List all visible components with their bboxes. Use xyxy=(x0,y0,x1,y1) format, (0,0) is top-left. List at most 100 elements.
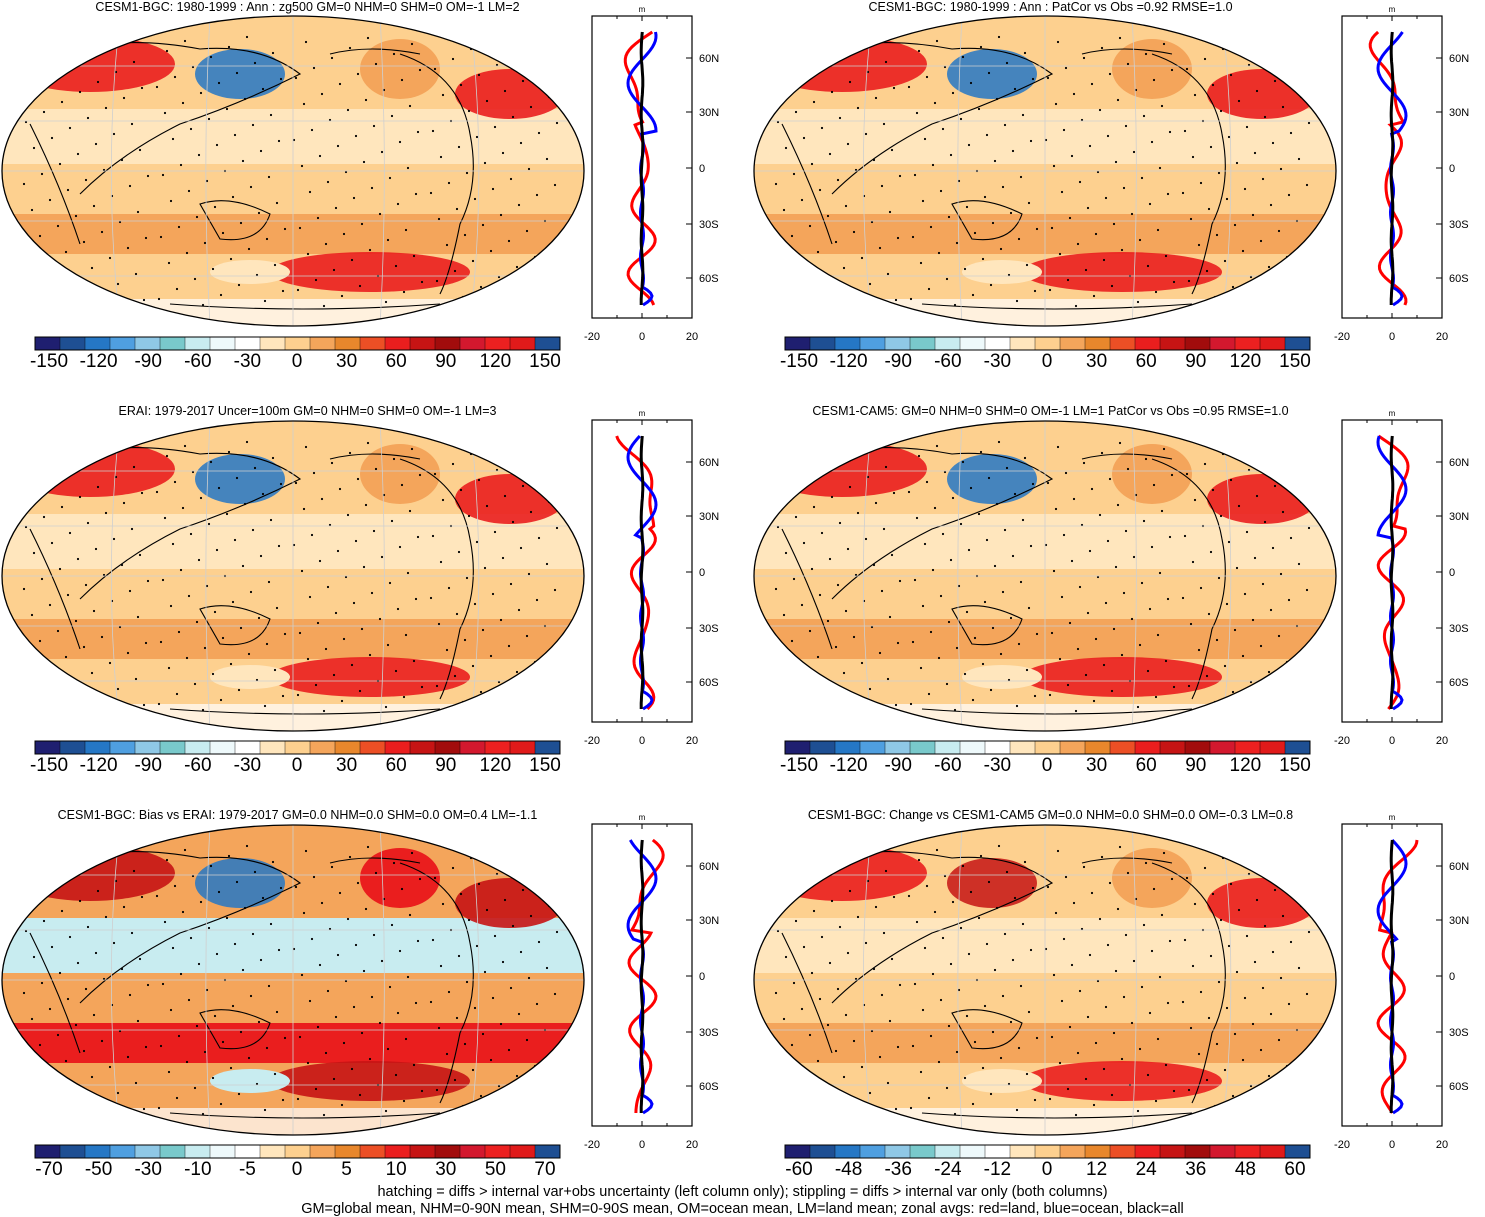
colorbar-tick-label: 60 xyxy=(385,755,407,776)
zonal-x-tick-label: -20 xyxy=(584,1139,600,1151)
panel-1-colorbar xyxy=(34,336,561,351)
colorbar-tick-label: 0 xyxy=(1041,1159,1053,1180)
zonal-lat-label: 60N xyxy=(1449,861,1469,873)
zonal-unit-label: m xyxy=(639,5,646,14)
zonal-lat-label: 30N xyxy=(1449,511,1469,523)
zonal-x-tick-label: -20 xyxy=(1334,331,1350,343)
colorbar-tick-label: 50 xyxy=(484,1159,506,1180)
panel-6-title: CESM1-BGC: Change vs CESM1-CAM5 GM=0.0 N… xyxy=(807,808,1294,822)
zonal-lat-label: 30S xyxy=(1449,623,1469,635)
colorbar-tick-label: -150 xyxy=(779,351,819,372)
colorbar-tick-label: 150 xyxy=(1279,351,1311,372)
colorbar-tick-label: 90 xyxy=(435,755,457,776)
zonal-unit-label: m xyxy=(639,409,646,418)
zonal-x-tick-label: -20 xyxy=(584,735,600,747)
colorbar-tick-label: 120 xyxy=(1229,351,1262,372)
colorbar-tick-label: 120 xyxy=(479,755,512,776)
colorbar-tick-label: -5 xyxy=(238,1159,256,1180)
colorbar-tick-label: -150 xyxy=(29,755,69,776)
colorbar-tick-label: -60 xyxy=(934,351,962,372)
colorbar-tick-label: 60 xyxy=(1135,755,1157,776)
zonal-lat-label: 30N xyxy=(699,107,719,119)
colorbar-tick-label: -30 xyxy=(233,755,262,776)
colorbar-tick-label: 48 xyxy=(1234,1159,1256,1180)
zonal-lat-label: 30N xyxy=(1449,107,1469,119)
panel-6-map xyxy=(753,824,1337,1136)
colorbar-tick-label: -50 xyxy=(84,1159,113,1180)
colorbar-tick-label: -60 xyxy=(934,755,962,776)
colorbar-tick-label: -12 xyxy=(983,1159,1012,1180)
zonal-lat-label: 60N xyxy=(699,861,719,873)
zonal-x-tick-label: 0 xyxy=(1389,331,1395,343)
colorbar-tick-label: -90 xyxy=(134,351,162,372)
colorbar-tick-label: 120 xyxy=(1229,755,1262,776)
colorbar-tick-label: -10 xyxy=(184,1159,212,1180)
zonal-lat-label: 30S xyxy=(699,219,719,231)
zonal-lat-label: 60S xyxy=(1449,273,1469,285)
panel-1-title: CESM1-BGC: 1980-1999 : Ann : zg500 GM=0 … xyxy=(95,0,520,14)
zonal-lat-label: 60N xyxy=(699,457,719,469)
colorbar-tick-label: -90 xyxy=(884,755,912,776)
zonal-x-tick-label: 20 xyxy=(1436,331,1448,343)
zonal-x-tick-label: -20 xyxy=(1334,1139,1350,1151)
colorbar-tick-label: -48 xyxy=(834,1159,863,1180)
zonal-lat-label: 60S xyxy=(699,273,719,285)
colorbar-tick-label: 60 xyxy=(385,351,407,372)
colorbar-tick-label: -90 xyxy=(884,351,912,372)
zonal-lat-label: 30N xyxy=(699,511,719,523)
zonal-x-tick-label: 20 xyxy=(686,735,698,747)
panel-1-zonal-plot: m 60N 30N 0 30S 60S -20 0 20 xyxy=(584,5,719,343)
zonal-lat-label: 0 xyxy=(1449,567,1455,579)
zonal-lat-label: 30S xyxy=(1449,219,1469,231)
panel-5-colorbar xyxy=(34,1144,561,1159)
zonal-lat-label: 60S xyxy=(1449,677,1469,689)
colorbar-tick-label: 70 xyxy=(534,1159,556,1180)
colorbar-tick-label: -60 xyxy=(184,351,212,372)
colorbar-tick-label: -30 xyxy=(233,351,262,372)
colorbar-tick-label: 36 xyxy=(1185,1159,1207,1180)
colorbar-tick-label: -60 xyxy=(785,1159,813,1180)
colorbar-tick-label: 90 xyxy=(1185,755,1207,776)
panel-3-colorbar xyxy=(34,740,561,755)
zonal-x-tick-label: 20 xyxy=(686,1139,698,1151)
zonal-x-tick-label: 20 xyxy=(686,331,698,343)
colorbar-tick-label: -120 xyxy=(829,351,868,372)
panel-5-zonal-plot: m 60N 30N 0 30S 60S -20 0 20 xyxy=(584,813,719,1151)
colorbar-tick-label: 5 xyxy=(341,1159,352,1180)
colorbar-tick-label: -150 xyxy=(29,351,69,372)
panel-2-zonal-plot: m 60N 30N 0 30S 60S -20 0 20 xyxy=(1334,5,1469,343)
panel-6-zonal-plot: m 60N 30N 0 30S 60S -20 0 20 xyxy=(1334,813,1469,1151)
zonal-x-tick-label: -20 xyxy=(1334,735,1350,747)
panel-2-colorbar xyxy=(784,336,1311,351)
colorbar-tick-label: 24 xyxy=(1135,1159,1157,1180)
colorbar-tick-label: 0 xyxy=(291,1159,303,1180)
colorbar-tick-label: -24 xyxy=(934,1159,962,1180)
panel-3-zonal-plot: m 60N 30N 0 30S 60S -20 0 20 xyxy=(584,409,719,747)
colorbar-tick-label: 60 xyxy=(1284,1159,1306,1180)
colorbar-tick-label: -120 xyxy=(79,755,118,776)
colorbar-tick-label: 150 xyxy=(529,755,561,776)
zonal-x-tick-label: 0 xyxy=(1389,1139,1395,1151)
zonal-lat-label: 30N xyxy=(1449,915,1469,927)
zonal-unit-label: m xyxy=(639,813,646,822)
colorbar-tick-label: 150 xyxy=(529,351,561,372)
colorbar-tick-label: 12 xyxy=(1086,1159,1108,1180)
zonal-unit-label: m xyxy=(1389,5,1396,14)
colorbar-tick-label: 150 xyxy=(1279,755,1311,776)
zonal-unit-label: m xyxy=(1389,813,1396,822)
colorbar-tick-label: 90 xyxy=(435,351,457,372)
zonal-lat-label: 60S xyxy=(699,1081,719,1093)
colorbar-tick-label: -90 xyxy=(134,755,162,776)
zonal-x-tick-label: 20 xyxy=(1436,735,1448,747)
colorbar-tick-label: 0 xyxy=(1041,351,1053,372)
colorbar-tick-label: -30 xyxy=(134,1159,162,1180)
zonal-lat-label: 0 xyxy=(1449,971,1455,983)
colorbar-tick-label: 0 xyxy=(291,755,303,776)
zonal-lat-label: 60N xyxy=(1449,457,1469,469)
zonal-unit-label: m xyxy=(1389,409,1396,418)
colorbar-tick-label: -120 xyxy=(79,351,118,372)
panel-4-title: CESM1-CAM5: GM=0 NHM=0 SHM=0 OM=-1 LM=1 … xyxy=(812,404,1289,418)
panel-4-map xyxy=(753,420,1337,732)
panel-5-map xyxy=(1,824,585,1136)
zonal-x-tick-label: 0 xyxy=(1389,735,1395,747)
